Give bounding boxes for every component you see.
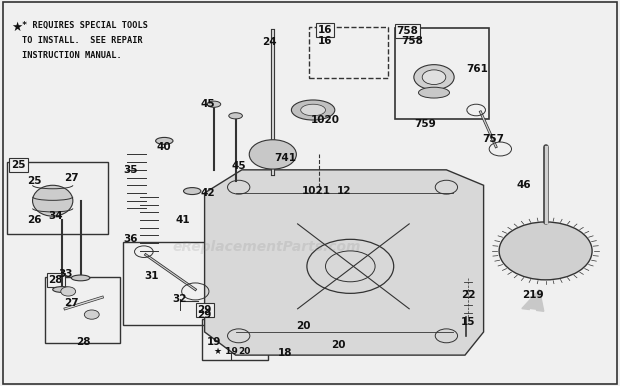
Text: 18: 18 xyxy=(278,348,293,358)
Text: INSTRUCTION MANUAL.: INSTRUCTION MANUAL. xyxy=(22,51,122,59)
Text: 42: 42 xyxy=(200,188,215,198)
Text: 757: 757 xyxy=(482,134,504,144)
Text: 45: 45 xyxy=(231,161,246,171)
Text: 20: 20 xyxy=(296,321,311,331)
Text: 25: 25 xyxy=(27,176,42,186)
Text: ★: ★ xyxy=(11,21,22,34)
Text: 1021: 1021 xyxy=(302,186,330,196)
Text: 45: 45 xyxy=(200,99,215,109)
Text: 219: 219 xyxy=(523,290,544,300)
Text: 761: 761 xyxy=(466,64,489,74)
Text: 741: 741 xyxy=(274,153,296,163)
Text: 34: 34 xyxy=(48,211,63,221)
Circle shape xyxy=(61,287,76,296)
Text: 40: 40 xyxy=(157,142,172,152)
Ellipse shape xyxy=(414,64,454,90)
Circle shape xyxy=(84,310,99,319)
Ellipse shape xyxy=(291,100,335,120)
Text: 20: 20 xyxy=(239,347,251,356)
Text: 24: 24 xyxy=(262,37,277,47)
Text: 27: 27 xyxy=(64,298,79,308)
Bar xyxy=(395,28,489,119)
Text: 758: 758 xyxy=(396,26,418,36)
Text: * REQUIRES SPECIAL TOOLS: * REQUIRES SPECIAL TOOLS xyxy=(22,21,148,30)
Ellipse shape xyxy=(156,137,173,144)
Bar xyxy=(7,162,108,234)
Text: 16: 16 xyxy=(318,36,333,46)
Text: ★ 19: ★ 19 xyxy=(214,347,238,356)
Text: 26: 26 xyxy=(27,215,42,225)
Text: 25: 25 xyxy=(11,160,26,170)
Text: 35: 35 xyxy=(123,165,138,175)
Ellipse shape xyxy=(418,87,449,98)
Ellipse shape xyxy=(301,104,326,116)
FancyArrow shape xyxy=(522,290,544,311)
Ellipse shape xyxy=(71,275,90,281)
Text: 29: 29 xyxy=(197,310,212,320)
Text: 36: 36 xyxy=(123,234,138,244)
Ellipse shape xyxy=(422,70,446,85)
Ellipse shape xyxy=(184,188,201,195)
Text: eReplacementParts.com: eReplacementParts.com xyxy=(172,240,361,254)
Ellipse shape xyxy=(229,113,242,119)
Text: 29: 29 xyxy=(197,305,212,315)
Circle shape xyxy=(499,222,592,280)
Text: 46: 46 xyxy=(516,180,531,190)
Ellipse shape xyxy=(32,185,73,216)
Text: 28: 28 xyxy=(76,337,91,347)
Bar xyxy=(123,242,229,325)
Text: 31: 31 xyxy=(144,271,159,281)
Circle shape xyxy=(249,140,296,169)
Text: 15: 15 xyxy=(461,317,476,327)
Text: 19: 19 xyxy=(206,337,221,347)
Text: 33: 33 xyxy=(58,269,73,279)
Polygon shape xyxy=(205,170,484,355)
Text: 758: 758 xyxy=(401,36,423,46)
Bar xyxy=(202,319,268,360)
Ellipse shape xyxy=(53,286,71,293)
Text: 1020: 1020 xyxy=(311,115,340,125)
Text: TO INSTALL.  SEE REPAIR: TO INSTALL. SEE REPAIR xyxy=(22,36,143,45)
Text: 28: 28 xyxy=(48,275,63,285)
Text: 27: 27 xyxy=(64,173,79,183)
Text: 32: 32 xyxy=(172,294,187,304)
Text: 16: 16 xyxy=(317,25,332,35)
Text: 41: 41 xyxy=(175,215,190,225)
Bar xyxy=(309,27,388,78)
Text: 20: 20 xyxy=(330,340,345,350)
Text: 22: 22 xyxy=(461,290,476,300)
Text: 12: 12 xyxy=(337,186,352,196)
Ellipse shape xyxy=(207,101,221,107)
Bar xyxy=(45,277,120,343)
Text: 759: 759 xyxy=(414,119,436,129)
